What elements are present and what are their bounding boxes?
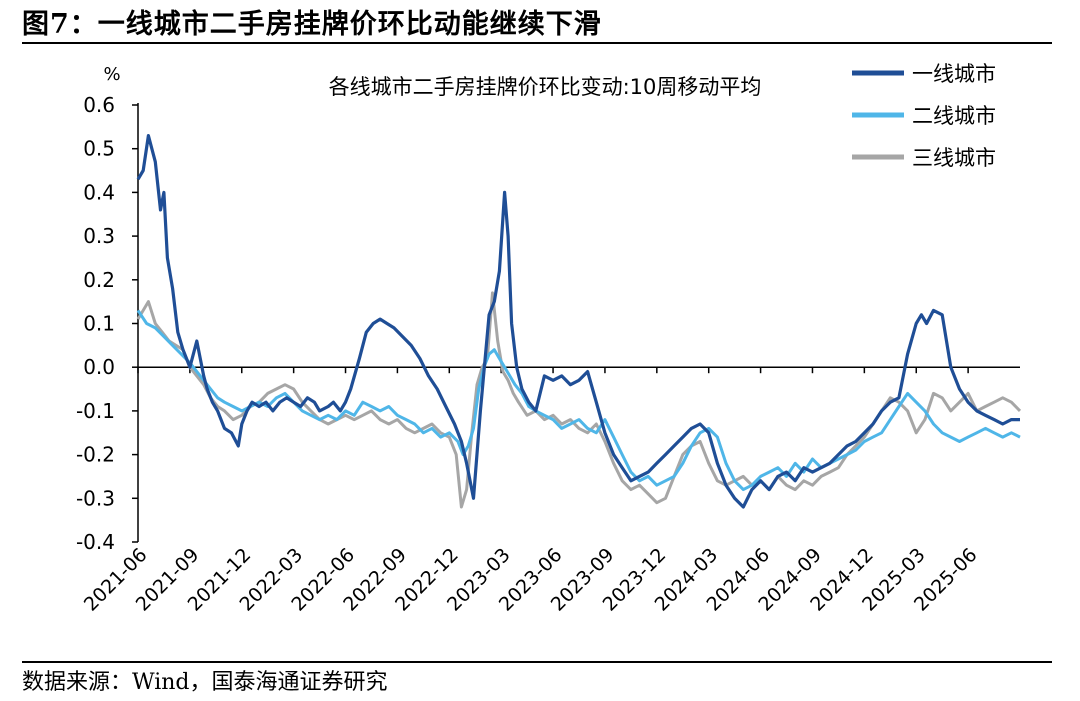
series-line-3: [136, 291, 1022, 509]
legend-label-2: 二线城市: [912, 104, 996, 128]
y-tick-label: 0.5: [83, 137, 115, 161]
source-note: 数据来源：Wind，国泰海通证券研究: [22, 670, 388, 695]
bottom-rule: [22, 661, 1052, 663]
series-line-1: [136, 134, 1020, 509]
series-line-2: [136, 309, 1021, 492]
top-rule: [22, 42, 1052, 44]
y-tick-label: -0.3: [76, 486, 115, 510]
chart-series: [136, 134, 1022, 509]
y-tick-label: 0.3: [83, 224, 115, 248]
legend-label-3: 三线城市: [912, 146, 996, 170]
legend-label-1: 一线城市: [912, 62, 996, 86]
y-axis-label: %: [103, 64, 120, 85]
y-tick-label: 0.1: [83, 312, 115, 336]
y-tick-label: 0.2: [83, 268, 115, 292]
y-tick-label: 0.4: [83, 180, 115, 204]
y-tick-label: 0.6: [83, 93, 115, 117]
figure-title: 图7：一线城市二手房挂牌价环比动能继续下滑: [22, 9, 602, 40]
y-tick-label: -0.2: [76, 443, 115, 467]
chart-axes: -0.4-0.3-0.2-0.10.00.10.20.30.40.50.6202…: [76, 93, 982, 616]
y-tick-label: 0.0: [83, 355, 115, 379]
chart-title: 各线城市二手房挂牌价环比变动:10周移动平均: [329, 75, 762, 99]
y-tick-label: -0.1: [76, 399, 115, 423]
y-tick-label: -0.4: [76, 530, 115, 554]
